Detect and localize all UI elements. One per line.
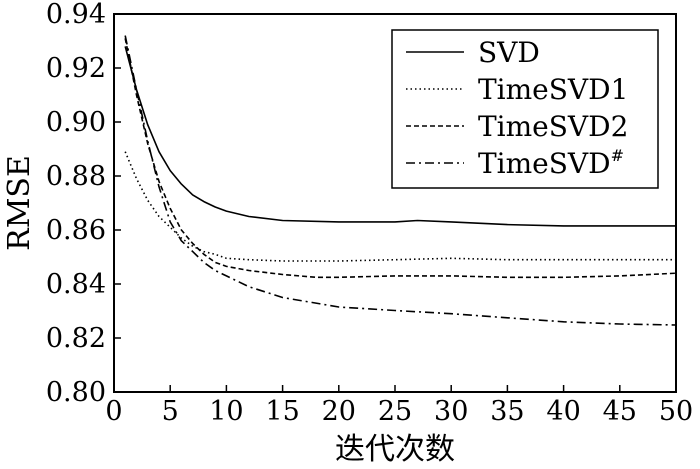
x-tick-label: 0	[105, 396, 122, 427]
x-tick-label: 25	[378, 396, 412, 427]
legend-label: TimeSVD2	[478, 110, 628, 143]
y-tick-label: 0.88	[46, 161, 106, 192]
series-line-2	[124, 38, 677, 279]
x-tick-label: 30	[434, 396, 468, 427]
y-tick-label: 0.80	[46, 377, 106, 408]
y-tick-label: 0.92	[46, 53, 106, 84]
y-tick-label: 0.86	[46, 215, 106, 246]
legend-label: TimeSVD1	[478, 73, 628, 106]
x-tick-label: 45	[603, 396, 637, 427]
x-tick-label: 10	[209, 396, 243, 427]
y-tick-label: 0.94	[46, 0, 106, 30]
x-tick-label: 5	[162, 396, 179, 427]
y-tick-label: 0.90	[46, 107, 106, 138]
x-tick-label: 40	[546, 396, 580, 427]
plot-frame	[113, 13, 677, 393]
series-line-1	[124, 151, 676, 262]
series-line-3	[124, 35, 677, 326]
y-axis-title: RMSE	[2, 155, 37, 251]
legend-label: TimeSVD#	[478, 146, 624, 180]
series-layer	[124, 35, 677, 326]
x-tick-label: 50	[659, 396, 693, 427]
ticks-layer: 0 5 10 15 20 25 30 35 40 45 50 0.80 0.82 0.84 0.86 0.88…	[46, 0, 693, 427]
x-axis-title: 迭代次数	[335, 432, 455, 467]
legend-label: SVD	[478, 36, 540, 69]
legend-box	[391, 29, 659, 189]
y-tick-label: 0.84	[46, 269, 106, 300]
x-tick-label: 15	[265, 396, 299, 427]
series-line-0	[124, 46, 676, 227]
x-tick-label: 20	[322, 396, 356, 427]
x-tick-label: 35	[490, 396, 524, 427]
y-tick-label: 0.82	[46, 323, 106, 354]
